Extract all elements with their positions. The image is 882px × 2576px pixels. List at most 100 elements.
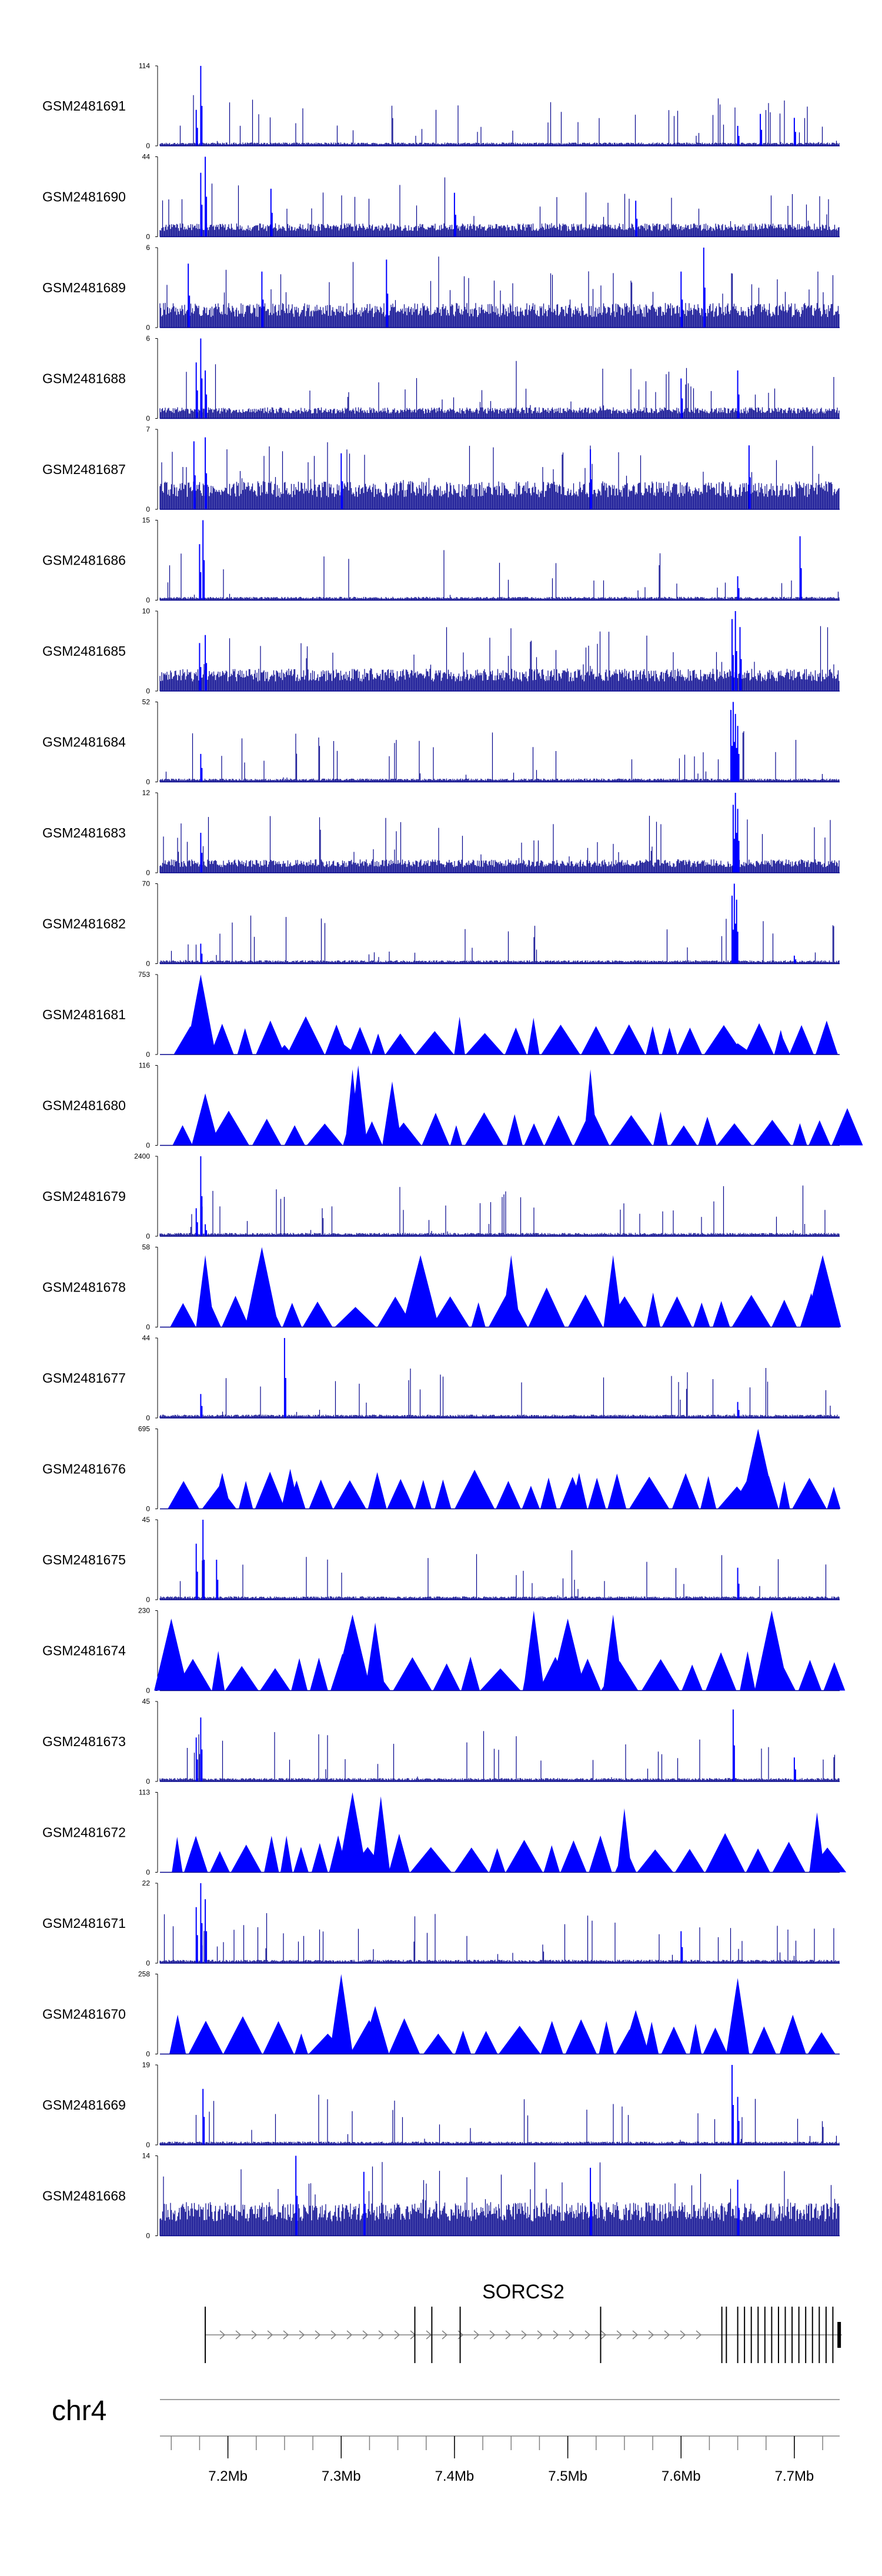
track-label: GSM2481678 [42, 1280, 126, 1295]
track-ymax: 2400 [134, 1152, 150, 1160]
strand-arrow [489, 2330, 496, 2340]
track-signal [154, 1610, 846, 1691]
track-label: GSM2481684 [42, 735, 126, 750]
track-ymax: 6 [146, 243, 150, 252]
track-ymax: 230 [138, 1607, 150, 1615]
strand-arrow [584, 2330, 591, 2340]
strand-arrow [330, 2330, 337, 2340]
track: GSM2481674 230 0 [42, 1607, 846, 1695]
track-peaks [200, 793, 740, 873]
track-ymin: 0 [146, 1687, 150, 1695]
gene-label: SORCS2 [482, 2281, 564, 2303]
track-peaks [202, 2065, 740, 2145]
gene-exons [205, 2307, 841, 2363]
genome-axis-ticks: 7.2Mb 7.3Mb 7.4Mb 7.5Mb 7.6Mb 7.7Mb [171, 2436, 823, 2484]
track: GSM2481685 10 0 [42, 607, 840, 695]
track-label: GSM2481675 [42, 1552, 126, 1567]
track-peaks [200, 883, 796, 964]
track-label: GSM2481669 [42, 2097, 126, 2113]
track-ymax: 45 [142, 1516, 151, 1524]
track-ymax: 22 [142, 1879, 151, 1887]
track-signal [168, 1429, 841, 1509]
track-ymin: 0 [146, 2050, 150, 2058]
strand-arrow [680, 2330, 686, 2340]
track-signal [169, 1974, 836, 2054]
track-peaks [195, 1156, 208, 1236]
chromosome-label: chr4 [52, 2395, 106, 2427]
track-peaks [195, 1520, 740, 1600]
gene-exon [837, 2322, 841, 2348]
track-ymin: 0 [146, 960, 150, 968]
track-label: GSM2481671 [42, 1916, 126, 1931]
track-ymin: 0 [146, 233, 150, 241]
track-ymin: 0 [146, 142, 150, 150]
track-peaks [200, 1338, 740, 1418]
track-ymax: 45 [142, 1697, 151, 1706]
track-signal [159, 361, 840, 419]
track: GSM2481669 19 0 [42, 2061, 840, 2149]
track-peaks [193, 437, 751, 509]
strand-arrow [251, 2330, 258, 2340]
strand-arrow [537, 2330, 543, 2340]
track-label: GSM2481677 [42, 1370, 126, 1386]
track-ymin: 0 [146, 2141, 150, 2149]
track-ymax: 44 [142, 153, 151, 161]
chromosome-ideogram: chr4 [52, 2395, 840, 2427]
track-label: GSM2481679 [42, 1189, 126, 1204]
strand-arrow [426, 2330, 432, 2340]
track-signal [159, 550, 840, 600]
track: GSM2481677 44 0 [42, 1334, 840, 1422]
track-signal [159, 816, 840, 873]
track-ymin: 0 [146, 1777, 150, 1786]
strand-arrow [632, 2330, 639, 2340]
track-ymax: 52 [142, 698, 151, 706]
track-label: GSM2481676 [42, 1461, 126, 1477]
axis-tick-label: 7.7Mb [775, 2468, 814, 2484]
strand-arrow [346, 2330, 353, 2340]
strand-arrow [505, 2330, 512, 2340]
track-ymin: 0 [146, 1959, 150, 1967]
strand-arrow [219, 2330, 226, 2340]
track-peaks [188, 248, 706, 328]
track: GSM2481680 116 0 [42, 1062, 863, 1150]
track: GSM2481688 6 0 [42, 335, 840, 423]
data-tracks: GSM24816911140GSM2481690440GSM248168960G… [42, 62, 863, 2240]
gene-track: SORCS2 [205, 2281, 842, 2363]
strand-arrow [553, 2330, 559, 2340]
track: GSM2481675 45 0 [42, 1516, 840, 1604]
track-ymax: 753 [138, 970, 150, 979]
track-ymin: 0 [146, 1596, 150, 1604]
track-signal [159, 442, 840, 509]
strand-arrow [521, 2330, 527, 2340]
axis-tick-label: 7.6Mb [662, 2468, 701, 2484]
track-ymin: 0 [146, 505, 150, 513]
track-peaks [200, 702, 740, 782]
track-signal [159, 177, 840, 237]
track-label: GSM2481680 [42, 1098, 126, 1113]
track-ymax: 15 [142, 516, 151, 525]
track-ymin: 0 [146, 323, 150, 332]
track-ymin: 0 [146, 2232, 150, 2240]
track-label: GSM2481668 [42, 2188, 126, 2204]
track-ymin: 0 [146, 778, 150, 786]
track-ymax: 12 [142, 789, 151, 797]
strand-arrow [267, 2330, 273, 2340]
strand-arrow [283, 2330, 289, 2340]
track-ymax: 6 [146, 335, 150, 343]
strand-arrow [648, 2330, 654, 2340]
track-peaks [199, 611, 742, 691]
strand-arrow [315, 2330, 321, 2340]
track: GSM2481689 6 0 [42, 243, 840, 332]
track-ymax: 44 [142, 1334, 151, 1342]
track: GSM2481670 258 0 [42, 1970, 840, 2058]
track-ymax: 10 [142, 607, 151, 615]
track: GSM2481672 113 0 [42, 1788, 847, 1877]
axis-tick-label: 7.5Mb [548, 2468, 587, 2484]
track-ymin: 0 [146, 596, 150, 605]
track-signal [159, 1368, 840, 1418]
strand-arrow [378, 2330, 385, 2340]
track-ymax: 258 [138, 1970, 150, 1978]
track-signal [159, 731, 840, 782]
track-label: GSM2481683 [42, 825, 126, 840]
